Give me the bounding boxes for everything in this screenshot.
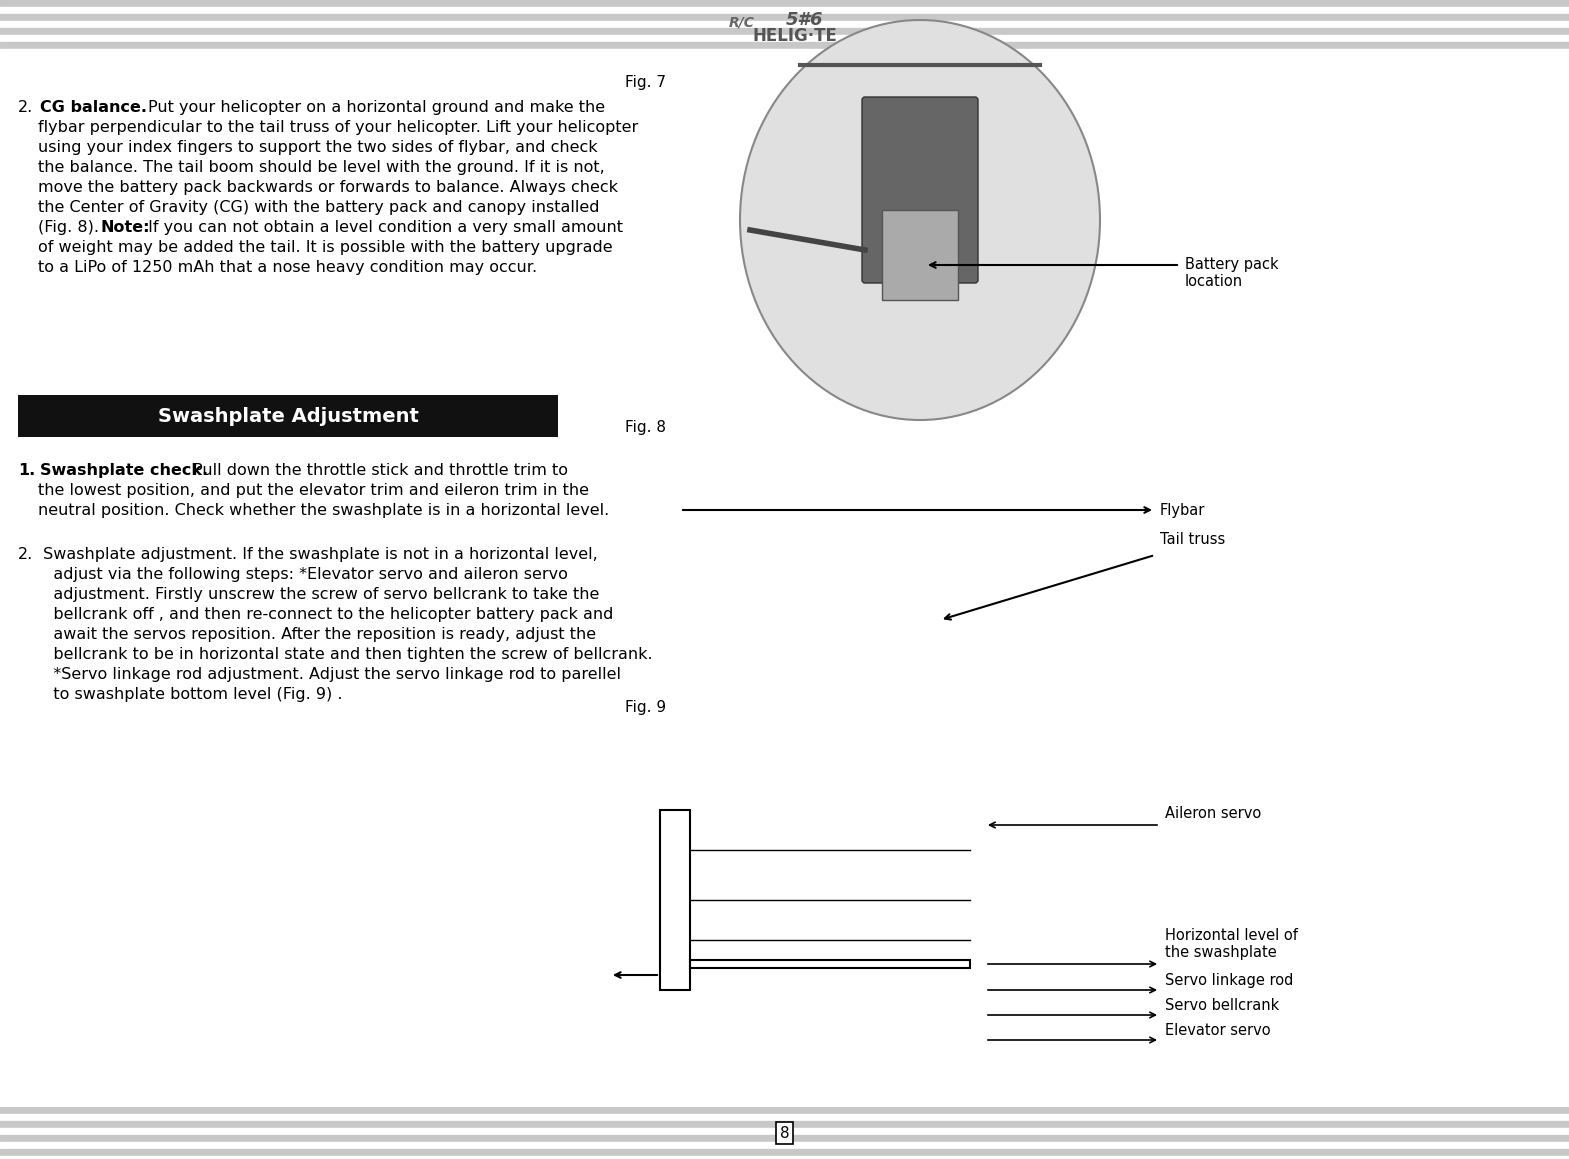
Text: flybar perpendicular to the tail truss of your helicopter. Lift your helicopter: flybar perpendicular to the tail truss o… <box>38 121 639 134</box>
Bar <box>0 1107 1569 1114</box>
Bar <box>0 1114 1569 1121</box>
Text: Swashplate check.: Swashplate check. <box>39 462 209 478</box>
Bar <box>661 810 690 990</box>
Text: 8: 8 <box>780 1125 789 1140</box>
Text: Aileron servo: Aileron servo <box>1166 806 1261 821</box>
Text: using your index fingers to support the two sides of flybar, and check: using your index fingers to support the … <box>38 140 598 155</box>
Text: Battery pack
location: Battery pack location <box>1185 257 1279 290</box>
Text: If you can not obtain a level condition a very small amount: If you can not obtain a level condition … <box>143 220 623 235</box>
Text: Put your helicopter on a horizontal ground and make the: Put your helicopter on a horizontal grou… <box>147 100 606 115</box>
Text: neutral position. Check whether the swashplate is in a horizontal level.: neutral position. Check whether the swas… <box>38 503 609 518</box>
Text: Servo linkage rod: Servo linkage rod <box>1166 974 1293 987</box>
Bar <box>17 395 559 437</box>
Bar <box>0 1156 1569 1159</box>
Text: Note:: Note: <box>100 220 149 235</box>
Text: Fig. 8: Fig. 8 <box>624 420 665 435</box>
Bar <box>0 49 1569 56</box>
Bar <box>0 0 1569 7</box>
Text: HELIG·TE: HELIG·TE <box>752 27 836 45</box>
Text: adjust via the following steps: *Elevator servo and aileron servo: adjust via the following steps: *Elevato… <box>38 567 568 582</box>
Text: Fig. 9: Fig. 9 <box>624 700 667 715</box>
Text: Swashplate Adjustment: Swashplate Adjustment <box>157 407 419 425</box>
Text: Swashplate adjustment. If the swashplate is not in a horizontal level,: Swashplate adjustment. If the swashplate… <box>38 547 598 562</box>
Text: 2.: 2. <box>17 547 33 562</box>
Text: move the battery pack backwards or forwards to balance. Always check: move the battery pack backwards or forwa… <box>38 180 618 195</box>
Text: Fig. 7: Fig. 7 <box>624 75 665 90</box>
Bar <box>0 1142 1569 1149</box>
Text: bellcrank to be in horizontal state and then tighten the screw of bellcrank.: bellcrank to be in horizontal state and … <box>38 647 653 662</box>
Bar <box>0 1135 1569 1142</box>
Text: the lowest position, and put the elevator trim and eileron trim in the: the lowest position, and put the elevato… <box>38 483 588 498</box>
Text: to swashplate bottom level (Fig. 9) .: to swashplate bottom level (Fig. 9) . <box>38 687 342 702</box>
Bar <box>0 14 1569 21</box>
Bar <box>882 210 959 300</box>
Text: 2.: 2. <box>17 100 33 115</box>
Text: Pull down the throttle stick and throttle trim to: Pull down the throttle stick and throttl… <box>193 462 568 478</box>
Text: (Fig. 8).: (Fig. 8). <box>38 220 104 235</box>
FancyBboxPatch shape <box>861 97 977 283</box>
Bar <box>0 7 1569 14</box>
Text: Flybar: Flybar <box>1159 503 1205 518</box>
Text: CG balance.: CG balance. <box>39 100 147 115</box>
Text: Elevator servo: Elevator servo <box>1166 1023 1271 1038</box>
Text: Servo bellcrank: Servo bellcrank <box>1166 998 1279 1013</box>
Text: bellcrank off , and then re-connect to the helicopter battery pack and: bellcrank off , and then re-connect to t… <box>38 607 613 622</box>
Bar <box>0 21 1569 28</box>
Text: 1.: 1. <box>17 462 35 478</box>
Text: the balance. The tail boom should be level with the ground. If it is not,: the balance. The tail boom should be lev… <box>38 160 604 175</box>
Bar <box>0 42 1569 49</box>
Bar <box>0 28 1569 35</box>
Bar <box>0 1149 1569 1156</box>
Text: *Servo linkage rod adjustment. Adjust the servo linkage rod to parellel: *Servo linkage rod adjustment. Adjust th… <box>38 666 621 681</box>
Text: Tail truss: Tail truss <box>1159 532 1225 547</box>
Ellipse shape <box>741 20 1100 420</box>
Bar <box>0 1121 1569 1128</box>
Text: to a LiPo of 1250 mAh that a nose heavy condition may occur.: to a LiPo of 1250 mAh that a nose heavy … <box>38 260 537 275</box>
Text: adjustment. Firstly unscrew the screw of servo bellcrank to take the: adjustment. Firstly unscrew the screw of… <box>38 586 599 602</box>
Text: of weight may be added the tail. It is possible with the battery upgrade: of weight may be added the tail. It is p… <box>38 240 612 255</box>
Text: the Center of Gravity (CG) with the battery pack and canopy installed: the Center of Gravity (CG) with the batt… <box>38 201 599 216</box>
Text: await the servos reposition. After the reposition is ready, adjust the: await the servos reposition. After the r… <box>38 627 596 642</box>
Bar <box>0 1128 1569 1135</box>
Bar <box>690 960 970 968</box>
Text: Horizontal level of
the swashplate: Horizontal level of the swashplate <box>1166 927 1298 960</box>
Bar <box>0 35 1569 42</box>
Text: R/C: R/C <box>728 15 755 29</box>
Text: 5#6: 5#6 <box>786 10 824 29</box>
